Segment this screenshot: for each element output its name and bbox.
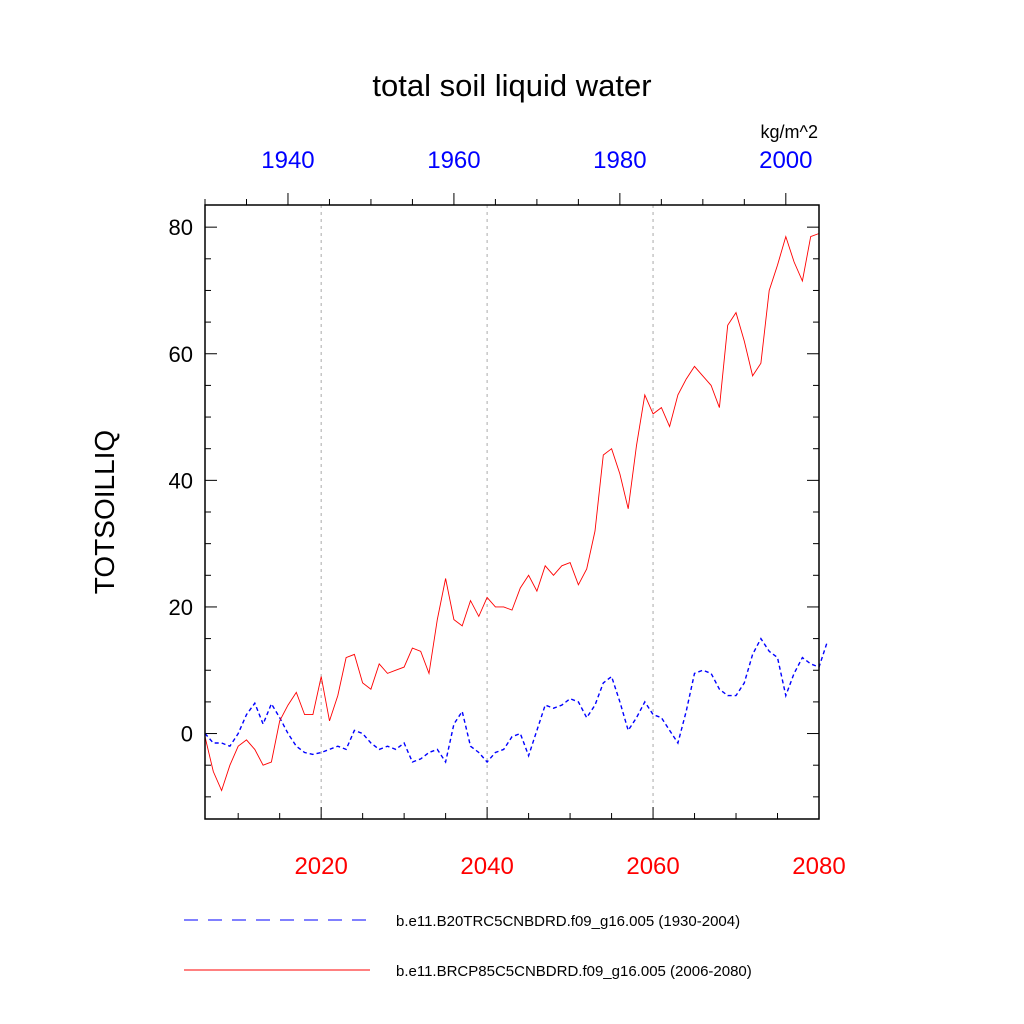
units-label: kg/m^2: [761, 122, 818, 142]
series-line: [204, 233, 820, 792]
x-bottom-tick-label: 2060: [626, 853, 679, 880]
x-top-tick-label: 1960: [427, 147, 480, 174]
x-bottom-tick-label: 2080: [792, 853, 845, 880]
legend-label: b.e11.BRCP85C5CNBDRD.f09_g16.005 (2006-2…: [396, 963, 752, 980]
x-bottom-tick-label: 2020: [294, 853, 347, 880]
x-top-tick-label: 1980: [593, 147, 646, 174]
y-tick-label: 20: [169, 595, 193, 620]
y-axis-label: TOTSOILLIQ: [89, 430, 120, 594]
y-tick-label: 0: [181, 722, 193, 747]
x-top-tick-label: 2000: [759, 147, 812, 174]
series-line: [204, 637, 828, 764]
y-tick-label: 40: [169, 468, 193, 493]
legend: b.e11.B20TRC5CNBDRD.f09_g16.005 (1930-20…: [184, 913, 752, 980]
y-tick-label: 80: [169, 215, 193, 240]
grid: [320, 205, 654, 819]
plot-frame: [204, 204, 820, 820]
x-top-tick-label: 1940: [261, 147, 314, 174]
x-bottom-tick-label: 2040: [460, 853, 513, 880]
chart-title: total soil liquid water: [372, 68, 651, 103]
legend-label: b.e11.B20TRC5CNBDRD.f09_g16.005 (1930-20…: [396, 913, 740, 930]
y-tick-label: 60: [169, 342, 193, 367]
series: [204, 233, 828, 792]
